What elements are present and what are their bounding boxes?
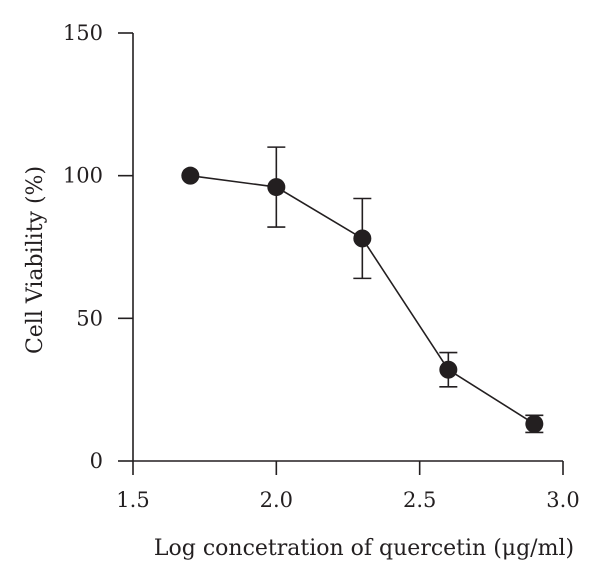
x-tick-label: 2.5 [403,488,436,512]
series-layer [181,146,544,434]
x-tick-label: 2.0 [260,488,293,512]
x-axis-title: Log concetration of quercetin (μg/ml) [154,536,574,561]
data-point [181,166,200,185]
axes: 0 50 100 150 1.5 2.0 2.5 3.0 [63,21,580,512]
data-point [439,360,458,379]
x-tick-label: 1.5 [116,488,149,512]
data-point [353,229,372,248]
y-tick-label: 0 [90,449,103,473]
y-tick-label: 50 [76,306,103,330]
x-tick-label: 3.0 [546,488,579,512]
y-tick-label: 100 [63,164,103,188]
y-tick-label: 150 [63,21,103,45]
y-axis-title: Cell Viability (%) [23,166,48,354]
data-point [525,414,544,433]
data-point [267,178,286,197]
